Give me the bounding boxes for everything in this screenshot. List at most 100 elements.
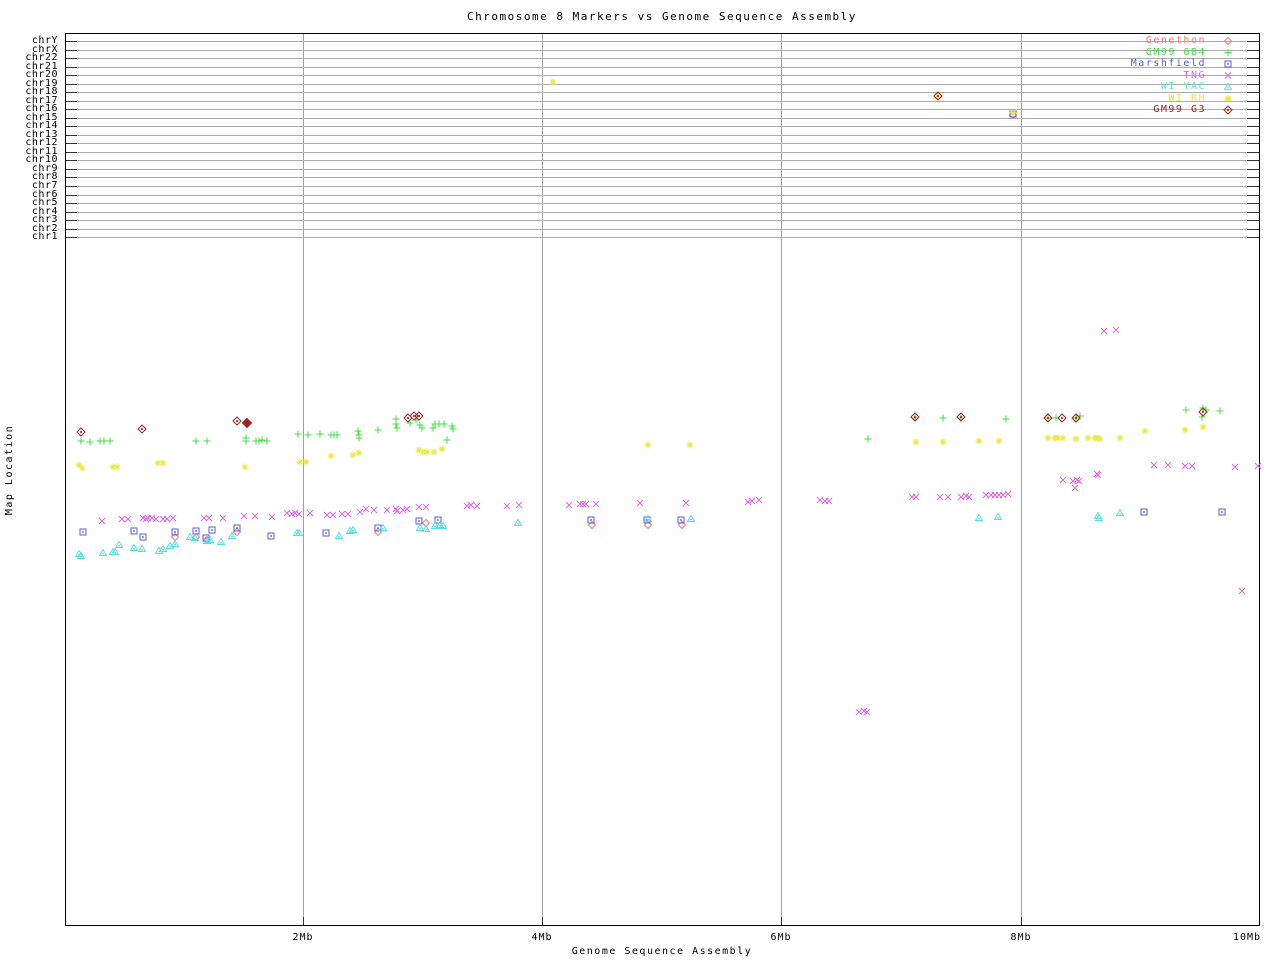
marker-asterisk	[1072, 435, 1080, 443]
marker-cross	[515, 501, 523, 509]
marker-triangle	[114, 540, 124, 548]
marker-square-dot	[142, 536, 144, 538]
marker-cross	[392, 505, 400, 513]
marker-asterisk	[355, 449, 363, 457]
marker-square-dot	[1143, 511, 1145, 513]
marker-plus	[255, 437, 263, 445]
marker-cross	[1188, 462, 1196, 470]
marker-square	[587, 516, 595, 524]
marker-square	[415, 517, 423, 525]
marker-triangle-dot	[690, 519, 692, 521]
marker-triangle	[415, 523, 425, 531]
marker-cross	[999, 491, 1007, 499]
marker-cross	[863, 708, 871, 716]
marker-square-dot	[270, 535, 272, 537]
marker-triangle	[137, 544, 147, 552]
marker-plus	[203, 437, 211, 445]
marker-square	[1009, 110, 1017, 118]
marker-triangle-dot	[419, 528, 421, 530]
marker-diamond-dot	[418, 415, 420, 417]
marker-cross	[124, 515, 132, 523]
marker-square	[233, 524, 241, 532]
marker-cross	[163, 515, 171, 523]
marker-diamond	[137, 424, 147, 434]
marker-triangle-dot	[382, 528, 384, 530]
marker-triangle	[993, 512, 1003, 520]
marker-diamond	[933, 91, 943, 101]
marker-plus	[1182, 406, 1190, 414]
marker-square	[1224, 60, 1232, 68]
marker-cross	[1231, 463, 1239, 471]
marker-square-dot	[437, 519, 439, 521]
marker-plus	[86, 438, 94, 446]
marker-triangle	[129, 543, 139, 551]
marker-diamond-dot	[1075, 417, 1077, 419]
marker-cross	[582, 500, 590, 508]
marker-asterisk	[423, 448, 431, 456]
marker-diamond	[76, 427, 86, 437]
chrom-label-chr21: chr21	[25, 61, 58, 72]
marker-diamond	[643, 520, 653, 530]
marker-triangle	[345, 526, 355, 534]
marker-cross	[682, 499, 690, 507]
marker-square-dot	[1221, 511, 1223, 513]
chrom-label-chr8: chr8	[31, 171, 58, 182]
marker-diamond-dot	[407, 417, 409, 419]
marker-cross	[415, 503, 423, 511]
marker-triangle	[227, 531, 237, 539]
marker-triangle-dot	[118, 545, 120, 547]
marker-triangle	[1115, 508, 1125, 516]
marker-diamond	[1223, 105, 1233, 115]
marker-plus	[1002, 415, 1010, 423]
marker-cross	[825, 497, 833, 505]
marker-cross	[1164, 461, 1172, 469]
marker-triangle-dot	[997, 517, 999, 519]
marker-plus	[258, 436, 266, 444]
marker-square-dot	[211, 529, 213, 531]
chrom-label-chr7: chr7	[31, 180, 58, 191]
marker-plus	[429, 424, 437, 432]
chrom-label-chr17: chr17	[25, 95, 58, 106]
marker-triangle	[1223, 82, 1233, 90]
marker-cross	[576, 500, 584, 508]
marker-diamond-dot	[1047, 417, 1049, 419]
chrom-label-chr14: chr14	[25, 120, 58, 131]
marker-triangle-dot	[352, 530, 354, 532]
marker-cross	[1073, 476, 1081, 484]
marker-diamond-dot	[141, 428, 143, 430]
chrom-label-chrX: chrX	[31, 44, 58, 55]
marker-asterisk	[549, 78, 557, 86]
marker-diamond-dot	[1227, 109, 1229, 111]
marker-triangle	[190, 533, 200, 541]
marker-cross	[148, 514, 156, 522]
marker-plus	[242, 437, 250, 445]
legend-label-marshfield: Marshfield	[1130, 58, 1206, 69]
marker-square	[130, 527, 138, 535]
marker-asterisk	[1181, 426, 1189, 434]
marker-triangle-dot	[434, 526, 436, 528]
marker-triangle	[158, 544, 168, 552]
marker-triangle-dot	[338, 536, 340, 538]
marker-triangle	[378, 523, 388, 531]
marker-plus	[304, 431, 312, 439]
marker-triangle	[974, 513, 984, 521]
chrom-label-chr19: chr19	[25, 78, 58, 89]
marker-triangle	[76, 551, 86, 559]
marker-plus	[939, 414, 947, 422]
marker-asterisk	[1224, 95, 1232, 102]
marker-asterisk	[1044, 434, 1052, 442]
marker-triangle-dot	[1119, 513, 1121, 515]
marker-cross	[1224, 72, 1232, 79]
marker-diamond-dot	[937, 95, 939, 97]
marker-cross	[1112, 326, 1120, 334]
marker-plus	[1216, 407, 1224, 415]
marker-plus	[354, 427, 362, 435]
marker-cross	[200, 514, 208, 522]
marker-diamond-dot	[413, 415, 415, 417]
marker-cross	[944, 493, 952, 501]
marker-asterisk	[686, 441, 694, 449]
marker-cross	[268, 513, 276, 521]
marker-cross	[579, 500, 587, 508]
marker-asterisk	[154, 459, 162, 467]
marker-diamond-filled	[241, 417, 253, 429]
